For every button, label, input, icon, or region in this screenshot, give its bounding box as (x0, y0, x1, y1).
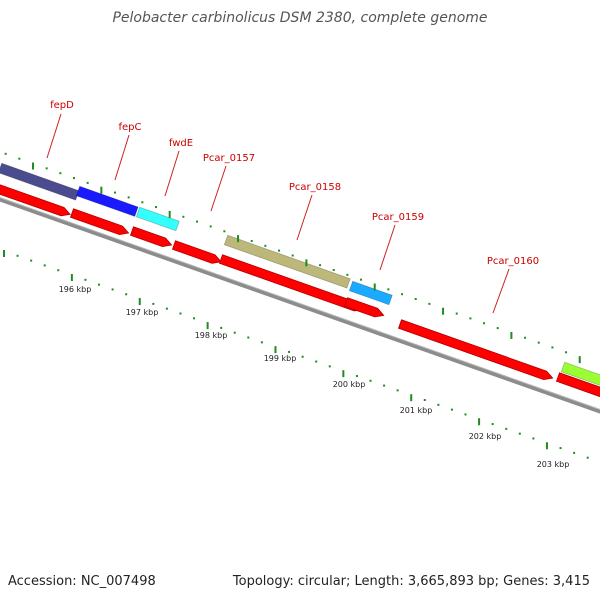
cds-arrow (131, 227, 172, 247)
gene-label-pcar-0160: Pcar_0160 (487, 256, 539, 267)
gene-label-fepc: fepC (118, 122, 141, 133)
gene-label-fwde: fwdE (169, 138, 193, 149)
scale-label: 196 kbp (59, 285, 92, 294)
scale-label: 203 kbp (537, 460, 570, 469)
callout-leader (211, 166, 226, 211)
gene-label-pcar-0158: Pcar_0158 (289, 182, 341, 193)
callout-leader (380, 225, 395, 270)
gene-label-pcar-0159: Pcar_0159 (372, 212, 424, 223)
scale-label: 202 kbp (469, 432, 502, 441)
map-title: Pelobacter carbinolicus DSM 2380, comple… (0, 10, 600, 26)
scale-label: 201 kbp (400, 406, 433, 415)
gene-label-pcar-0157: Pcar_0157 (203, 153, 255, 164)
scale-label: 199 kbp (264, 354, 297, 363)
cds-arrow (173, 241, 222, 263)
accession-label: Accession: NC_007498 (8, 574, 156, 589)
callout-leader (115, 135, 129, 180)
feature-bar (76, 186, 138, 216)
scale-label: 200 kbp (333, 380, 366, 389)
scale-label: 198 kbp (195, 331, 228, 340)
callout-leader (47, 114, 61, 158)
callout-leader (165, 151, 179, 196)
callout-leader (297, 195, 312, 240)
colored-feature-track (0, 163, 600, 388)
gene-label-fepd: fepD (50, 100, 74, 111)
callout-leader (493, 269, 509, 313)
genome-summary: Topology: circular; Length: 3,665,893 bp… (233, 574, 590, 589)
feature-bar (136, 207, 179, 230)
cds-arrow (71, 209, 129, 235)
scale-label: 197 kbp (126, 308, 159, 317)
backbone-track (0, 194, 600, 415)
